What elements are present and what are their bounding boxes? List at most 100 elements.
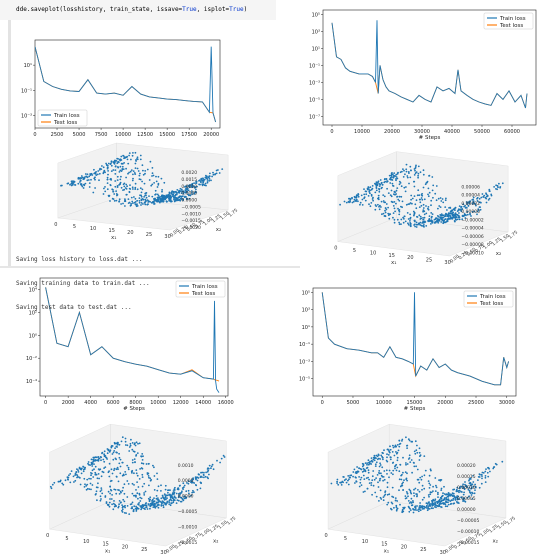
scatter-point — [59, 479, 62, 482]
code-cell-input[interactable]: dde.saveplot(losshistory, train_state, i… — [0, 0, 276, 20]
scatter-point — [478, 476, 481, 478]
scatter-point — [173, 192, 175, 194]
x2-tick-label: 1.75 — [228, 207, 240, 218]
scatter-point — [398, 478, 401, 481]
z-tick-label: 0.0020 — [181, 170, 197, 176]
scatter-point — [168, 503, 171, 505]
scatter-point — [387, 214, 390, 217]
scatter-point — [156, 196, 159, 199]
scatter-point — [100, 168, 103, 170]
scatter-point — [379, 204, 381, 207]
scatter-point — [396, 444, 399, 446]
scatter-point — [149, 496, 152, 499]
scatter-point — [378, 470, 381, 472]
scatter-point — [134, 444, 137, 447]
x1-tick-label: 10 — [90, 226, 96, 232]
x2-tick-label: 0.50 — [186, 222, 198, 233]
scatter-point — [155, 495, 158, 497]
scatter-point — [135, 510, 138, 512]
scatter-point — [381, 213, 383, 216]
scatter-point — [471, 210, 474, 213]
scatter-point — [118, 503, 120, 506]
scatter-point — [161, 190, 163, 193]
scatter-point — [169, 200, 172, 202]
scatter-point — [131, 469, 134, 472]
scatter-point — [152, 174, 155, 177]
scatter-point — [126, 464, 129, 467]
scatter-point — [156, 504, 159, 507]
scatter-point — [405, 463, 407, 466]
scatter-point — [405, 168, 408, 171]
scatter-point — [396, 172, 399, 175]
scatter-point — [382, 212, 385, 215]
code-suffix: ) — [243, 6, 248, 13]
scatter-point — [189, 184, 191, 186]
scatter-point — [173, 491, 176, 494]
scatter-point — [181, 498, 184, 501]
scatter-point — [400, 195, 403, 198]
scatter-points — [49, 436, 226, 515]
scatter-point — [438, 205, 441, 207]
scatter-point — [154, 503, 157, 505]
x2-tick-label: 0.75 — [474, 243, 486, 254]
scatter-point — [391, 502, 394, 505]
scatter-point — [163, 501, 166, 504]
scatter-point — [124, 444, 127, 446]
scatter-point — [118, 452, 120, 455]
scatter-point — [395, 179, 397, 182]
scatter-point — [136, 156, 139, 159]
x-tick-label: 14000 — [195, 400, 211, 406]
scatter-point — [440, 221, 443, 223]
scatter-point — [410, 492, 413, 495]
scatter-point — [428, 508, 431, 510]
scatter-point — [176, 499, 179, 501]
scatter-point — [402, 216, 404, 219]
scatter-point — [91, 472, 93, 475]
scatter-point — [405, 186, 407, 188]
scatter-point — [501, 182, 504, 185]
scatter-point — [97, 473, 100, 475]
x1-tick-label: 10 — [370, 250, 376, 256]
scatter-point — [417, 176, 419, 179]
scatter-point — [364, 199, 367, 202]
scatter-point — [418, 214, 421, 217]
scatter-point — [419, 221, 422, 224]
scatter-point — [374, 491, 377, 494]
scatter-point — [83, 183, 85, 186]
x-tick-label: 7500 — [95, 132, 108, 138]
y-tick-label: 10⁻¹ — [309, 63, 320, 69]
scatter-point — [501, 460, 504, 463]
scatter-point — [139, 178, 142, 181]
x-tick-label: 40000 — [444, 129, 460, 135]
scatter-point — [401, 200, 404, 203]
scatter-point — [154, 193, 157, 196]
scatter-point — [402, 481, 404, 484]
scatter-point — [371, 479, 374, 482]
z-tick-label: −0.0020 — [181, 225, 201, 231]
scatter-point — [416, 509, 418, 511]
scatter-point — [86, 176, 89, 179]
scatter-point — [191, 193, 193, 196]
scatter-point — [166, 500, 169, 503]
scatter-point — [102, 471, 105, 474]
scatter-point — [187, 489, 190, 492]
scatter-point — [376, 455, 379, 458]
y-tick-label: 10⁻⁷ — [309, 114, 320, 120]
scatter-point — [130, 503, 133, 505]
scatter-point — [391, 176, 393, 178]
scatter-point — [407, 505, 410, 508]
scatter-point — [388, 174, 391, 177]
scatter-point — [182, 198, 185, 201]
x1-tick-label: 25 — [420, 547, 426, 553]
scatter-point — [102, 166, 105, 169]
scatter-point — [172, 501, 175, 504]
scatter-point — [451, 492, 454, 495]
scatter-point — [99, 495, 102, 498]
scatter-point — [150, 201, 153, 204]
scatter-point — [362, 470, 365, 472]
scatter-point — [434, 501, 436, 504]
scatter-point — [430, 491, 433, 494]
scatter-point — [445, 496, 448, 499]
scatter-point — [133, 484, 135, 486]
scatter-point — [382, 479, 384, 482]
